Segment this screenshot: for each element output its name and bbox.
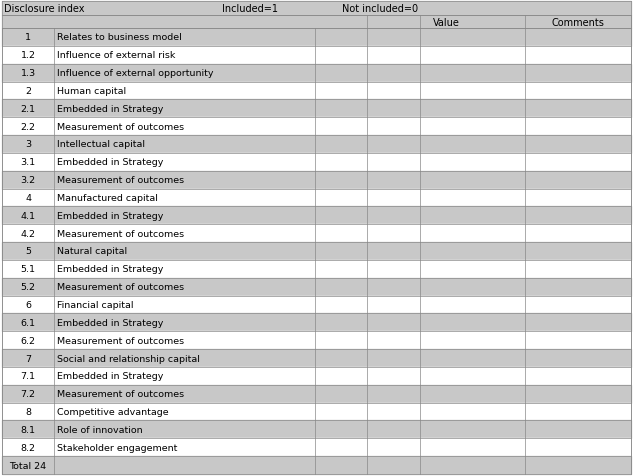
Text: Intellectual capital: Intellectual capital — [57, 140, 145, 149]
Bar — [2, 47, 631, 65]
Text: 7: 7 — [25, 354, 31, 363]
Text: Role of innovation: Role of innovation — [57, 425, 143, 434]
Bar — [2, 403, 631, 421]
Text: Total 24: Total 24 — [9, 461, 47, 470]
Bar — [2, 189, 631, 207]
Text: 5.1: 5.1 — [21, 265, 35, 274]
Text: 3: 3 — [25, 140, 31, 149]
Text: 3.2: 3.2 — [20, 176, 35, 185]
Bar — [2, 421, 631, 438]
Text: 4.2: 4.2 — [21, 229, 35, 238]
Bar — [2, 136, 631, 154]
Bar — [2, 314, 631, 332]
Text: 5: 5 — [25, 247, 31, 256]
Text: 6.1: 6.1 — [21, 318, 35, 327]
Bar — [2, 16, 631, 29]
Bar — [2, 154, 631, 171]
Bar — [2, 296, 631, 314]
Text: 4.1: 4.1 — [21, 211, 35, 220]
Bar — [2, 456, 631, 474]
Text: 2: 2 — [25, 87, 31, 96]
Text: Not included=0: Not included=0 — [342, 4, 418, 14]
Text: Social and relationship capital: Social and relationship capital — [57, 354, 200, 363]
Text: Measurement of outcomes: Measurement of outcomes — [57, 122, 184, 131]
Text: Natural capital: Natural capital — [57, 247, 127, 256]
Text: 2.1: 2.1 — [21, 105, 35, 114]
Text: Included=1: Included=1 — [222, 4, 278, 14]
Text: 1.3: 1.3 — [20, 69, 35, 78]
Text: Embedded in Strategy: Embedded in Strategy — [57, 105, 163, 114]
Text: Value: Value — [433, 18, 460, 28]
Text: Comments: Comments — [552, 18, 605, 28]
Text: Disclosure index: Disclosure index — [4, 4, 84, 14]
Text: 4: 4 — [25, 194, 31, 203]
Text: 1: 1 — [25, 33, 31, 42]
Bar — [2, 260, 631, 278]
Text: Measurement of outcomes: Measurement of outcomes — [57, 176, 184, 185]
Text: Influence of external opportunity: Influence of external opportunity — [57, 69, 214, 78]
Text: Financial capital: Financial capital — [57, 300, 134, 309]
Text: Embedded in Strategy: Embedded in Strategy — [57, 158, 163, 167]
Bar — [2, 82, 631, 100]
Bar — [2, 207, 631, 225]
Text: Measurement of outcomes: Measurement of outcomes — [57, 389, 184, 398]
Text: Measurement of outcomes: Measurement of outcomes — [57, 229, 184, 238]
Bar — [2, 243, 631, 260]
Text: 8: 8 — [25, 407, 31, 416]
Bar — [2, 349, 631, 367]
Text: Human capital: Human capital — [57, 87, 127, 96]
Text: 3.1: 3.1 — [20, 158, 35, 167]
Text: Embedded in Strategy: Embedded in Strategy — [57, 211, 163, 220]
Bar — [2, 278, 631, 296]
Text: Stakeholder engagement: Stakeholder engagement — [57, 443, 178, 452]
Text: 8.1: 8.1 — [21, 425, 35, 434]
Text: 7.2: 7.2 — [21, 389, 35, 398]
Bar — [2, 65, 631, 82]
Bar — [2, 385, 631, 403]
Text: 6.2: 6.2 — [21, 336, 35, 345]
Bar — [2, 2, 631, 16]
Text: Measurement of outcomes: Measurement of outcomes — [57, 283, 184, 292]
Bar — [2, 118, 631, 136]
Text: Influence of external risk: Influence of external risk — [57, 51, 175, 60]
Bar — [2, 171, 631, 189]
Text: Embedded in Strategy: Embedded in Strategy — [57, 318, 163, 327]
Bar — [2, 367, 631, 385]
Text: 1.2: 1.2 — [21, 51, 35, 60]
Text: Embedded in Strategy: Embedded in Strategy — [57, 372, 163, 381]
Bar — [2, 29, 631, 47]
Bar — [2, 225, 631, 243]
Text: 6: 6 — [25, 300, 31, 309]
Text: 8.2: 8.2 — [21, 443, 35, 452]
Bar — [2, 438, 631, 456]
Text: Manufactured capital: Manufactured capital — [57, 194, 158, 203]
Bar — [2, 100, 631, 118]
Text: Measurement of outcomes: Measurement of outcomes — [57, 336, 184, 345]
Text: Relates to business model: Relates to business model — [57, 33, 182, 42]
Text: 2.2: 2.2 — [21, 122, 35, 131]
Text: Embedded in Strategy: Embedded in Strategy — [57, 265, 163, 274]
Text: Competitive advantage: Competitive advantage — [57, 407, 169, 416]
Bar — [2, 332, 631, 349]
Text: 5.2: 5.2 — [21, 283, 35, 292]
Text: 7.1: 7.1 — [21, 372, 35, 381]
